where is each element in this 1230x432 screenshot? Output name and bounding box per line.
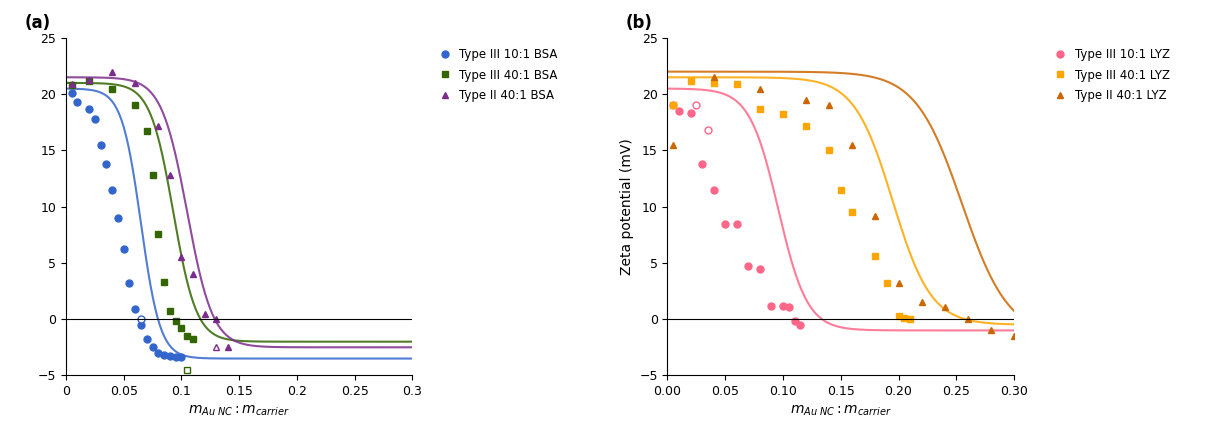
Type III 40:1 LYZ — [683, 78, 697, 83]
Type III 40:1 LYZ — [891, 313, 905, 318]
Type II 40:1 LYZ — [845, 142, 860, 147]
Type II 40:1 LYZ — [665, 142, 680, 147]
Type III 10:1 BSA — [145, 345, 160, 350]
Type III 10:1 LYZ — [672, 108, 686, 114]
Type III 40:1 LYZ — [879, 280, 894, 286]
Type II 40:1 LYZ — [753, 86, 768, 91]
Line: Type III 40:1 LYZ: Type III 40:1 LYZ — [670, 77, 914, 323]
Line: Type III 10:1 BSA: Type III 10:1 BSA — [68, 89, 184, 361]
Type II 40:1 LYZ — [1006, 334, 1021, 339]
Type III 10:1 LYZ — [753, 266, 768, 271]
Type II 40:1 LYZ — [868, 213, 883, 218]
Type III 10:1 BSA — [111, 215, 125, 220]
Type III 10:1 BSA — [117, 247, 132, 252]
Type III 10:1 LYZ — [776, 303, 791, 308]
Type III 10:1 LYZ — [781, 304, 796, 309]
Legend: Type III 10:1 BSA, Type III 40:1 BSA, Type II 40:1 BSA: Type III 10:1 BSA, Type III 40:1 BSA, Ty… — [430, 44, 562, 106]
Type III 10:1 LYZ — [793, 322, 808, 327]
Type II 40:1 LYZ — [798, 97, 813, 102]
Text: (b): (b) — [626, 14, 653, 32]
Type III 40:1 BSA — [81, 78, 96, 83]
Type II 40:1 LYZ — [706, 75, 721, 80]
X-axis label: $m_{Au\ NC}:m_{carrier}$: $m_{Au\ NC}:m_{carrier}$ — [188, 404, 290, 418]
Type III 40:1 BSA — [151, 231, 166, 236]
Type III 40:1 BSA — [139, 129, 154, 134]
Type III 40:1 LYZ — [753, 106, 768, 111]
Y-axis label: Zeta potential (mV): Zeta potential (mV) — [620, 138, 633, 275]
Type III 10:1 BSA — [173, 355, 188, 360]
Type III 40:1 LYZ — [706, 80, 721, 86]
Type II 40:1 LYZ — [822, 103, 836, 108]
Type III 10:1 BSA — [134, 322, 149, 327]
Type II 40:1 BSA — [197, 311, 212, 316]
Type II 40:1 BSA — [151, 123, 166, 128]
Type III 10:1 BSA — [139, 337, 154, 342]
Type III 40:1 LYZ — [822, 148, 836, 153]
Type III 40:1 BSA — [162, 309, 177, 314]
Type II 40:1 BSA — [173, 255, 188, 260]
Line: Type II 40:1 LYZ: Type II 40:1 LYZ — [670, 74, 1017, 340]
Type III 10:1 BSA — [70, 99, 85, 105]
Type II 40:1 LYZ — [914, 300, 929, 305]
Type III 40:1 BSA — [169, 319, 183, 324]
Type III 40:1 BSA — [145, 172, 160, 178]
X-axis label: $m_{Au\ NC}:m_{carrier}$: $m_{Au\ NC}:m_{carrier}$ — [790, 404, 892, 418]
Line: Type III 10:1 LYZ: Type III 10:1 LYZ — [670, 102, 803, 328]
Type II 40:1 BSA — [186, 272, 200, 277]
Type III 40:1 LYZ — [729, 81, 744, 86]
Type II 40:1 BSA — [64, 81, 79, 86]
Type III 10:1 BSA — [151, 350, 166, 356]
Type II 40:1 LYZ — [984, 328, 999, 333]
Line: Type III 40:1 BSA: Type III 40:1 BSA — [68, 77, 197, 343]
Type III 40:1 LYZ — [834, 187, 849, 192]
Type II 40:1 LYZ — [961, 317, 975, 322]
Type III 10:1 LYZ — [740, 264, 755, 269]
Type III 40:1 BSA — [173, 326, 188, 331]
Type III 10:1 BSA — [93, 142, 108, 147]
Type III 10:1 BSA — [98, 161, 113, 166]
Type II 40:1 BSA — [162, 172, 177, 178]
Type III 10:1 LYZ — [764, 303, 779, 308]
Type III 10:1 BSA — [169, 355, 183, 360]
Type III 10:1 BSA — [105, 187, 119, 192]
Type II 40:1 BSA — [128, 80, 143, 86]
Type II 40:1 BSA — [220, 345, 235, 350]
Type III 40:1 LYZ — [665, 103, 680, 108]
Line: Type II 40:1 BSA: Type II 40:1 BSA — [68, 68, 231, 351]
Type III 40:1 BSA — [105, 86, 119, 91]
Type III 40:1 BSA — [128, 103, 143, 108]
Type II 40:1 LYZ — [937, 304, 952, 309]
Type III 40:1 LYZ — [798, 123, 813, 128]
Type III 40:1 BSA — [180, 334, 194, 339]
Type II 40:1 BSA — [105, 69, 119, 74]
Type III 40:1 LYZ — [903, 317, 918, 322]
Type III 10:1 BSA — [156, 353, 171, 358]
Type III 10:1 BSA — [81, 106, 96, 111]
Type III 10:1 BSA — [64, 90, 79, 95]
Type III 10:1 LYZ — [787, 319, 802, 324]
Type III 10:1 LYZ — [665, 103, 680, 108]
Type III 40:1 BSA — [186, 337, 200, 342]
Type III 10:1 BSA — [87, 116, 102, 121]
Type III 40:1 LYZ — [776, 112, 791, 117]
Legend: Type III 10:1 LYZ, Type III 40:1 LYZ, Type II 40:1 LYZ: Type III 10:1 LYZ, Type III 40:1 LYZ, Ty… — [1047, 44, 1175, 106]
Type III 10:1 BSA — [162, 354, 177, 359]
Type III 40:1 BSA — [156, 280, 171, 285]
Type III 10:1 LYZ — [706, 187, 721, 192]
Type III 40:1 BSA — [64, 83, 79, 88]
Type III 10:1 LYZ — [695, 161, 710, 166]
Type III 10:1 LYZ — [683, 111, 697, 116]
Type III 10:1 BSA — [128, 306, 143, 311]
Type III 10:1 LYZ — [729, 221, 744, 226]
Type III 40:1 LYZ — [868, 254, 883, 259]
Text: (a): (a) — [25, 14, 50, 32]
Type II 40:1 BSA — [209, 317, 224, 322]
Type III 10:1 LYZ — [718, 221, 733, 226]
Type II 40:1 BSA — [81, 77, 96, 82]
Type III 40:1 LYZ — [845, 210, 860, 215]
Type III 10:1 BSA — [122, 280, 137, 286]
Type II 40:1 LYZ — [891, 280, 905, 286]
Type III 40:1 LYZ — [897, 315, 911, 321]
